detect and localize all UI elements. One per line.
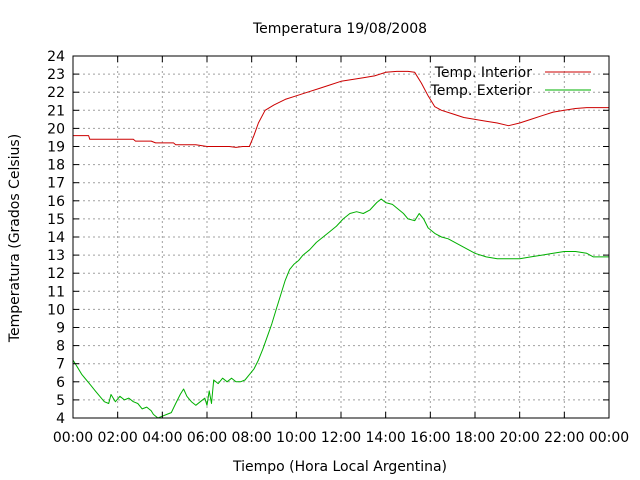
x-tick-label: 18:00: [455, 430, 495, 446]
x-tick-label: 14:00: [365, 430, 405, 446]
y-tick-label: 5: [56, 393, 65, 409]
y-tick-label: 14: [47, 230, 65, 246]
x-tick-label: 12:00: [321, 430, 361, 446]
ticks: [72, 55, 610, 419]
y-tick-label: 4: [56, 411, 65, 427]
y-tick-label: 20: [47, 121, 65, 137]
y-tick-label: 16: [47, 194, 65, 210]
x-tick-label: 06:00: [187, 430, 227, 446]
y-tick-label: 22: [47, 85, 65, 101]
y-tick-label: 19: [47, 140, 65, 156]
legend: Temp. Interior Temp. Exterior: [430, 65, 591, 99]
tick-labels: 00:00 02:00 04:00 06:00 08:00 10:00 12:00 14:00…: [47, 49, 629, 446]
x-tick-label: 00:00: [589, 430, 629, 446]
grid: [73, 56, 609, 418]
x-tick-label: 22:00: [544, 430, 584, 446]
y-tick-label: 18: [47, 158, 65, 174]
chart-title: Temperatura 19/08/2008: [252, 21, 427, 37]
y-tick-label: 8: [56, 339, 65, 355]
y-tick-label: 17: [47, 176, 65, 192]
y-tick-label: 21: [47, 103, 65, 119]
x-tick-label: 20:00: [499, 430, 539, 446]
y-tick-label: 15: [47, 212, 65, 228]
x-tick-label: 04:00: [142, 430, 182, 446]
y-tick-label: 6: [56, 375, 65, 391]
legend-label: Temp. Exterior: [430, 83, 533, 99]
y-tick-label: 7: [56, 357, 65, 373]
x-tick-label: 16:00: [410, 430, 450, 446]
x-tick-label: 08:00: [231, 430, 271, 446]
y-tick-label: 11: [47, 284, 65, 300]
y-axis-label: Temperatura (Grados Celsius): [7, 134, 23, 343]
y-tick-label: 10: [47, 302, 65, 318]
legend-label: Temp. Interior: [434, 65, 533, 81]
x-tick-label: 10:00: [276, 430, 316, 446]
y-tick-label: 12: [47, 266, 65, 282]
y-tick-label: 24: [47, 49, 65, 65]
y-tick-label: 13: [47, 248, 65, 264]
series-line-temp-exterior: [72, 198, 609, 419]
x-axis-label: Tiempo (Hora Local Argentina): [232, 459, 447, 475]
y-tick-label: 23: [47, 67, 65, 83]
x-tick-label: 02:00: [97, 430, 137, 446]
y-tick-label: 9: [56, 321, 65, 337]
series-layer: [72, 70, 609, 419]
x-tick-label: 00:00: [53, 430, 93, 446]
series-line-temp-interior: [73, 70, 609, 148]
